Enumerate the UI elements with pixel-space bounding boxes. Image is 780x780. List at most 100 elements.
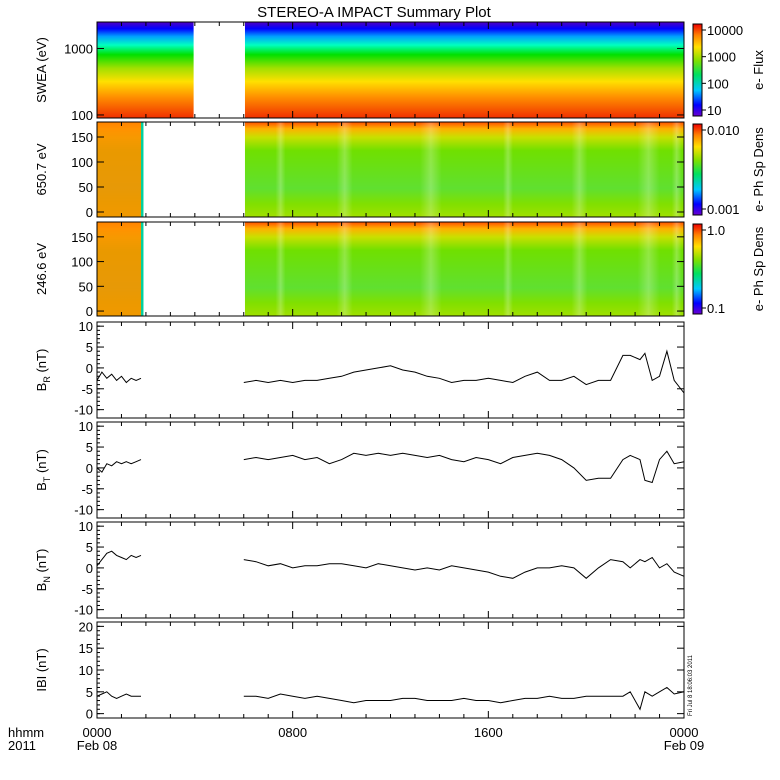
spectrogram-texture <box>275 122 286 217</box>
spectrogram-texture <box>336 222 353 316</box>
line-panel-Bmag: 0 5 10 15 20 IBI (nT) <box>34 619 685 722</box>
y-tick-label: 150 <box>71 230 93 245</box>
panel-frame <box>96 621 685 719</box>
y-axis-label: BN (nT) <box>34 549 52 592</box>
y-axis-label-sub: T <box>42 476 52 482</box>
series-line-BN <box>243 556 685 579</box>
x-tick-label: 0000 <box>670 725 699 740</box>
y-axis-label-unit: (nT) <box>34 549 49 576</box>
colorbar-tick-label: 0.010 <box>707 123 740 138</box>
y-tick-label: 100 <box>71 255 93 270</box>
spectrogram-texture <box>336 122 353 217</box>
panel-frame <box>96 321 685 419</box>
line-panel-BR: -10 -5 0 5 10 BR (nT) <box>34 319 685 419</box>
spectrogram-edge <box>141 222 145 316</box>
colorbar-label: e- Ph Sp Dens <box>751 127 766 212</box>
spectrogram-texture <box>275 222 286 316</box>
y-axis-label-unit: (nT) <box>34 648 49 675</box>
colorbar <box>692 223 703 315</box>
y-tick-label: 5 <box>86 440 93 455</box>
series-line-BT <box>96 459 142 473</box>
spectrogram-texture <box>637 222 660 316</box>
x-tick-date: Feb 08 <box>77 738 117 753</box>
spectrogram-pad246: 0 50 100 150 246.6 eV 1.0 0.1 e- Ph Sp Dens <box>34 221 766 319</box>
x-tick-label: 0000 <box>83 725 112 740</box>
y-tick-label: 0 <box>86 304 93 319</box>
y-tick-label: 10 <box>79 419 93 434</box>
series-line-BR <box>243 349 685 394</box>
y-tick-label: 0 <box>86 205 93 220</box>
x-corner-label-top: hhmm <box>8 725 44 740</box>
y-axis-label: BT (nT) <box>34 449 52 491</box>
y-axis-label-unit: (nT) <box>34 349 49 376</box>
spectrogram-texture <box>571 222 588 316</box>
y-tick-label: 10 <box>79 319 93 334</box>
y-tick-label: -5 <box>81 582 93 597</box>
y-tick-label: 0 <box>86 361 93 376</box>
spectrogram-texture <box>419 122 442 217</box>
y-tick-label: 20 <box>79 619 93 634</box>
series-line-Bmag <box>96 691 141 699</box>
y-axis-label-main: B <box>34 383 49 392</box>
side-annotation: Fri Jul 8 18:06:03 2011 <box>688 654 694 716</box>
colorbar-tick-label: 10 <box>707 103 721 118</box>
y-tick-label: 0 <box>86 561 93 576</box>
series-line-BT <box>243 450 685 484</box>
y-tick-label: 100 <box>71 108 93 123</box>
spectrogram-texture <box>671 222 682 316</box>
y-tick-label: -10 <box>74 503 93 518</box>
colorbar-label: e- Ph Sp Dens <box>751 226 766 311</box>
y-tick-label: 5 <box>86 540 93 555</box>
colorbar <box>692 123 703 216</box>
spectrogram-edge <box>141 122 145 217</box>
data-gap <box>193 22 245 118</box>
y-axis-label-main: B <box>34 482 49 491</box>
series-line-BR <box>96 371 142 384</box>
y-tick-label: 50 <box>79 180 93 195</box>
y-tick-label: 0 <box>86 707 93 722</box>
data-gap <box>143 122 245 217</box>
spectrogram-texture <box>571 122 588 217</box>
y-tick-label: 150 <box>71 130 93 145</box>
y-axis-label: 246.6 eV <box>34 243 49 295</box>
colorbar-tick-label: 1000 <box>707 50 736 65</box>
y-tick-label: 10 <box>79 663 93 678</box>
spectrogram-early-interval <box>97 122 143 217</box>
x-tick-label: 1600 <box>474 725 503 740</box>
spectrogram-fill <box>97 22 684 118</box>
y-tick-label: 1000 <box>64 41 93 56</box>
y-tick-label: -5 <box>81 382 93 397</box>
colorbar-tick-label: 10000 <box>707 23 743 38</box>
y-axis-label-sub: R <box>42 376 52 383</box>
spectrogram-texture <box>419 222 442 316</box>
colorbar <box>692 23 703 117</box>
y-tick-label: 50 <box>79 279 93 294</box>
chart-title: STEREO-A IMPACT Summary Plot <box>257 4 491 21</box>
colorbar-tick-label: 100 <box>707 76 729 91</box>
data-gap <box>143 222 245 316</box>
y-axis-label: IBI (nT) <box>34 648 49 691</box>
x-corner-label-bottom: 2011 <box>8 738 36 753</box>
spectrogram-texture <box>671 122 682 217</box>
colorbar-tick-label: 1.0 <box>707 223 725 238</box>
y-tick-label: 15 <box>79 641 93 656</box>
panel-frame <box>96 421 685 519</box>
spectrogram-early-interval <box>97 222 143 316</box>
y-axis-label: 650.7 eV <box>34 143 49 195</box>
x-tick-date: Feb 09 <box>664 738 704 753</box>
x-tick-label: 0800 <box>278 725 307 740</box>
y-tick-label: -10 <box>74 603 93 618</box>
y-tick-label: 100 <box>71 155 93 170</box>
y-axis-label: SWEA (eV) <box>34 37 49 103</box>
y-axis-label: BR (nT) <box>34 349 52 392</box>
spectrogram-texture <box>503 222 514 316</box>
spectrogram-swea: 100 1000 SWEA (eV) 10000 1000 100 10 e- Flux <box>34 21 766 123</box>
y-axis-label-main: B <box>34 583 49 592</box>
y-axis-label-sub: N <box>42 576 52 583</box>
series-line-BN <box>96 550 142 567</box>
y-tick-label: 5 <box>86 340 93 355</box>
line-panel-BT: -10 -5 0 5 10 BT (nT) <box>34 419 685 519</box>
